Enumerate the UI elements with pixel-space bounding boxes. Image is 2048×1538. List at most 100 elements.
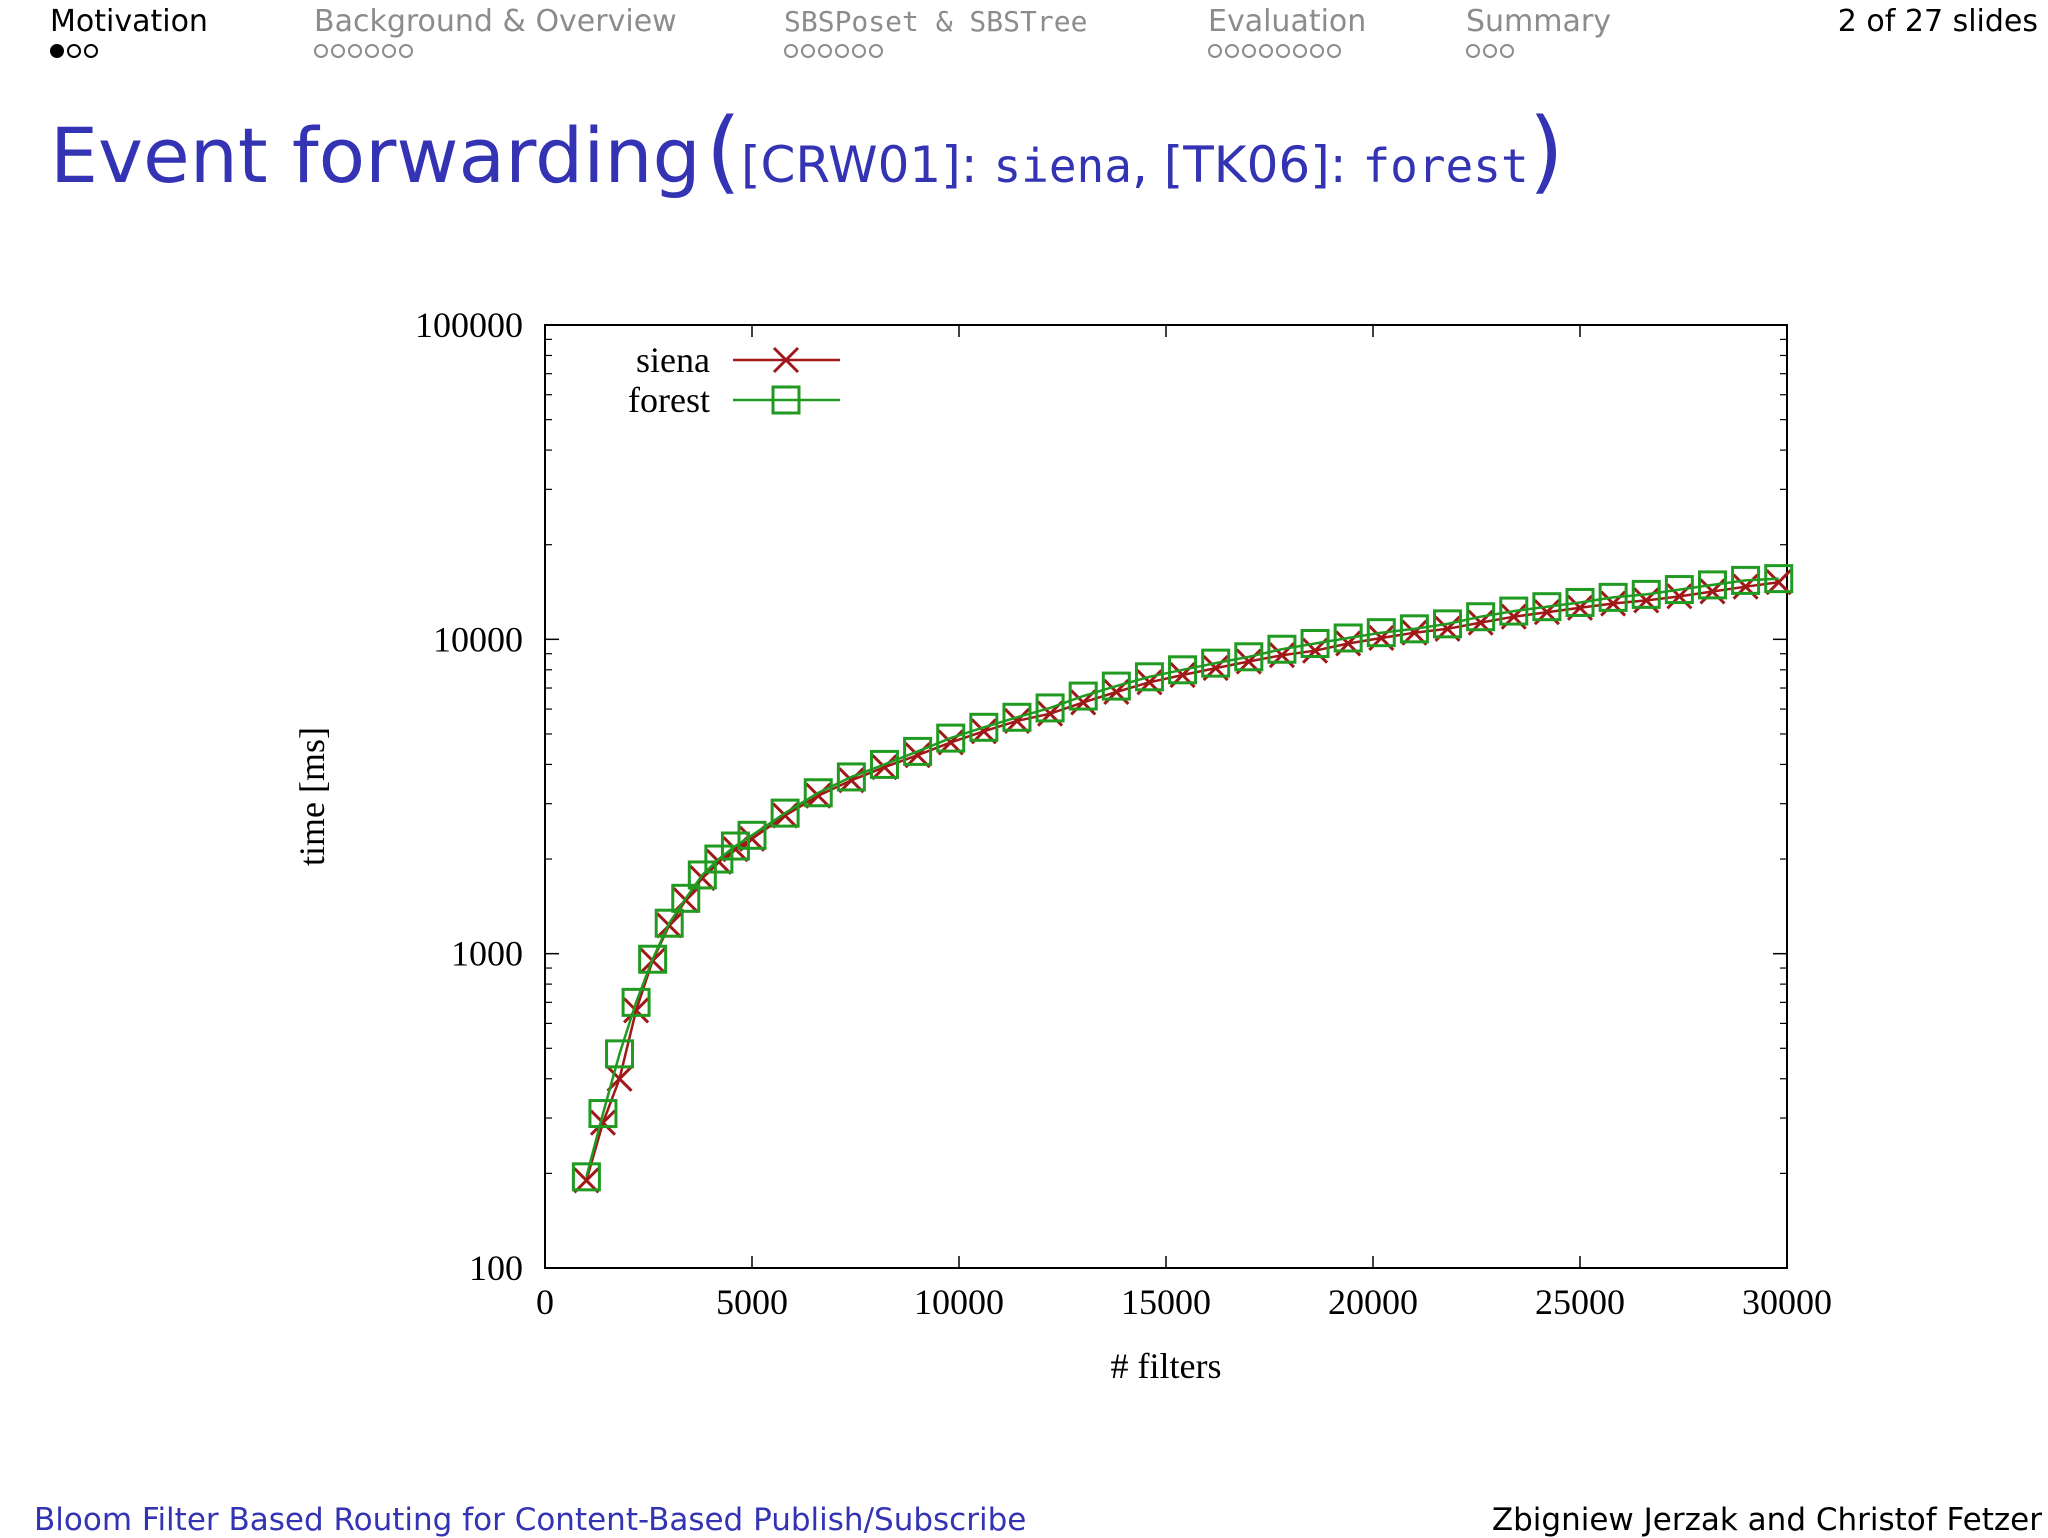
- nav-dot[interactable]: [399, 44, 413, 58]
- legend-marker-siena: [772, 346, 800, 374]
- nav-dot[interactable]: [365, 44, 379, 58]
- title-main: Event forwarding: [50, 111, 701, 200]
- data-point-forest: [1101, 671, 1131, 701]
- title-close-paren: ): [1528, 99, 1564, 204]
- data-point-forest: [687, 860, 717, 890]
- nav-dot[interactable]: [801, 44, 815, 58]
- nav-dot[interactable]: [818, 44, 832, 58]
- nav-section-dots: [50, 44, 208, 58]
- data-point-forest: [1764, 564, 1794, 594]
- x-tick-label: 20000: [1328, 1282, 1418, 1322]
- data-point-forest: [1234, 642, 1264, 672]
- data-point-forest: [1532, 592, 1562, 622]
- nav-section-background[interactable]: Background & Overview: [314, 4, 677, 58]
- data-point-forest: [836, 762, 866, 792]
- data-point-forest: [1433, 609, 1463, 639]
- series-line-forest: [585, 577, 1779, 1178]
- x-tick-label: 5000: [716, 1282, 788, 1322]
- data-point-siena: [805, 782, 832, 809]
- nav-section-summary[interactable]: Summary: [1466, 4, 1611, 58]
- data-point-forest: [1201, 648, 1231, 678]
- data-point-siena: [623, 997, 650, 1024]
- data-point-forest: [720, 831, 750, 861]
- nav-dot[interactable]: [784, 44, 798, 58]
- data-point-forest: [1697, 570, 1727, 600]
- nav-dot[interactable]: [1293, 44, 1307, 58]
- title-system-forest: forest: [1362, 139, 1529, 193]
- nav-dot[interactable]: [1483, 44, 1497, 58]
- nav-dot[interactable]: [1466, 44, 1480, 58]
- nav-dot[interactable]: [1276, 44, 1290, 58]
- section-navigation: Motivation Background & Overview SBSPose…: [0, 0, 2048, 80]
- data-point-forest: [1267, 634, 1297, 664]
- data-point-forest: [1664, 575, 1694, 605]
- footer-presentation-title[interactable]: Bloom Filter Based Routing for Content-B…: [34, 1502, 1027, 1538]
- data-point-forest: [869, 749, 899, 779]
- nav-dot[interactable]: [1242, 44, 1256, 58]
- footer: Bloom Filter Based Routing for Content-B…: [0, 1502, 2048, 1538]
- nav-section-dots: [314, 44, 677, 58]
- data-point-forest: [737, 820, 767, 850]
- nav-dot[interactable]: [1310, 44, 1324, 58]
- data-point-forest: [936, 723, 966, 753]
- nav-section-dots: [1208, 44, 1366, 58]
- nav-dot[interactable]: [869, 44, 883, 58]
- data-point-forest: [1333, 623, 1363, 653]
- data-point-forest: [654, 908, 684, 938]
- nav-dot[interactable]: [331, 44, 345, 58]
- data-point-forest: [1466, 602, 1496, 632]
- chart: 0 5000 10000 15000 20000 25000 30000 100 1000 100…: [292, 305, 1832, 1386]
- nav-dot[interactable]: [314, 44, 328, 58]
- nav-dot[interactable]: [382, 44, 396, 58]
- nav-section-evaluation[interactable]: Evaluation: [1208, 4, 1366, 58]
- nav-section-sbsposet[interactable]: SBSPoset & SBSTree: [784, 4, 1087, 58]
- nav-section-dots: [784, 44, 1087, 58]
- title-ref-tk06[interactable]: [TK06]: [1163, 136, 1330, 194]
- x-tick-label: 10000: [914, 1282, 1004, 1322]
- y-tick-label: 1000: [451, 934, 523, 974]
- data-point-forest: [1499, 596, 1529, 626]
- legend-label-siena: siena: [636, 340, 710, 380]
- nav-section-label: SBSPoset & SBSTree: [784, 5, 1088, 38]
- data-point-forest: [1134, 662, 1164, 692]
- title-ref-crw01[interactable]: [CRW01]: [741, 136, 961, 194]
- nav-dot[interactable]: [84, 44, 98, 58]
- x-tick-label: 30000: [1742, 1282, 1832, 1322]
- nav-dot[interactable]: [1327, 44, 1341, 58]
- nav-dot[interactable]: [1208, 44, 1222, 58]
- nav-dot[interactable]: [835, 44, 849, 58]
- data-point-forest: [588, 1099, 618, 1129]
- title-separator: :: [1329, 136, 1363, 194]
- data-point-forest: [770, 798, 800, 828]
- page-title: Event forwarding ([CRW01]: siena, [TK06]…: [50, 104, 1564, 225]
- data-point-forest: [1002, 702, 1032, 732]
- data-point-forest: [1035, 693, 1065, 723]
- data-point-forest: [605, 1039, 635, 1069]
- data-point-forest: [671, 883, 701, 913]
- title-comma: ,: [1131, 136, 1164, 194]
- nav-section-label: Summary: [1466, 4, 1611, 39]
- y-tick-label: 100000: [415, 305, 523, 345]
- nav-dot[interactable]: [67, 44, 81, 58]
- nav-dot[interactable]: [852, 44, 866, 58]
- data-point-forest: [969, 712, 999, 742]
- data-point-forest: [1598, 582, 1628, 612]
- nav-dot[interactable]: [1259, 44, 1273, 58]
- nav-dot[interactable]: [348, 44, 362, 58]
- data-point-siena: [838, 767, 865, 794]
- x-axis-label: # filters: [1111, 1346, 1222, 1386]
- x-tick-label: 15000: [1121, 1282, 1211, 1322]
- data-point-forest: [621, 987, 651, 1017]
- data-point-forest: [1300, 628, 1330, 658]
- nav-dot[interactable]: [1500, 44, 1514, 58]
- data-point-siena: [589, 1109, 617, 1136]
- nav-dot[interactable]: [1225, 44, 1239, 58]
- legend-marker-forest: [771, 385, 801, 415]
- title-open-paren: (: [705, 99, 742, 204]
- nav-dot[interactable]: [50, 44, 64, 58]
- data-point-forest: [1399, 614, 1429, 644]
- plot-frame: [544, 324, 1788, 1269]
- nav-section-motivation[interactable]: Motivation: [50, 4, 208, 58]
- data-point-forest: [638, 944, 668, 974]
- data-point-forest: [571, 1162, 601, 1192]
